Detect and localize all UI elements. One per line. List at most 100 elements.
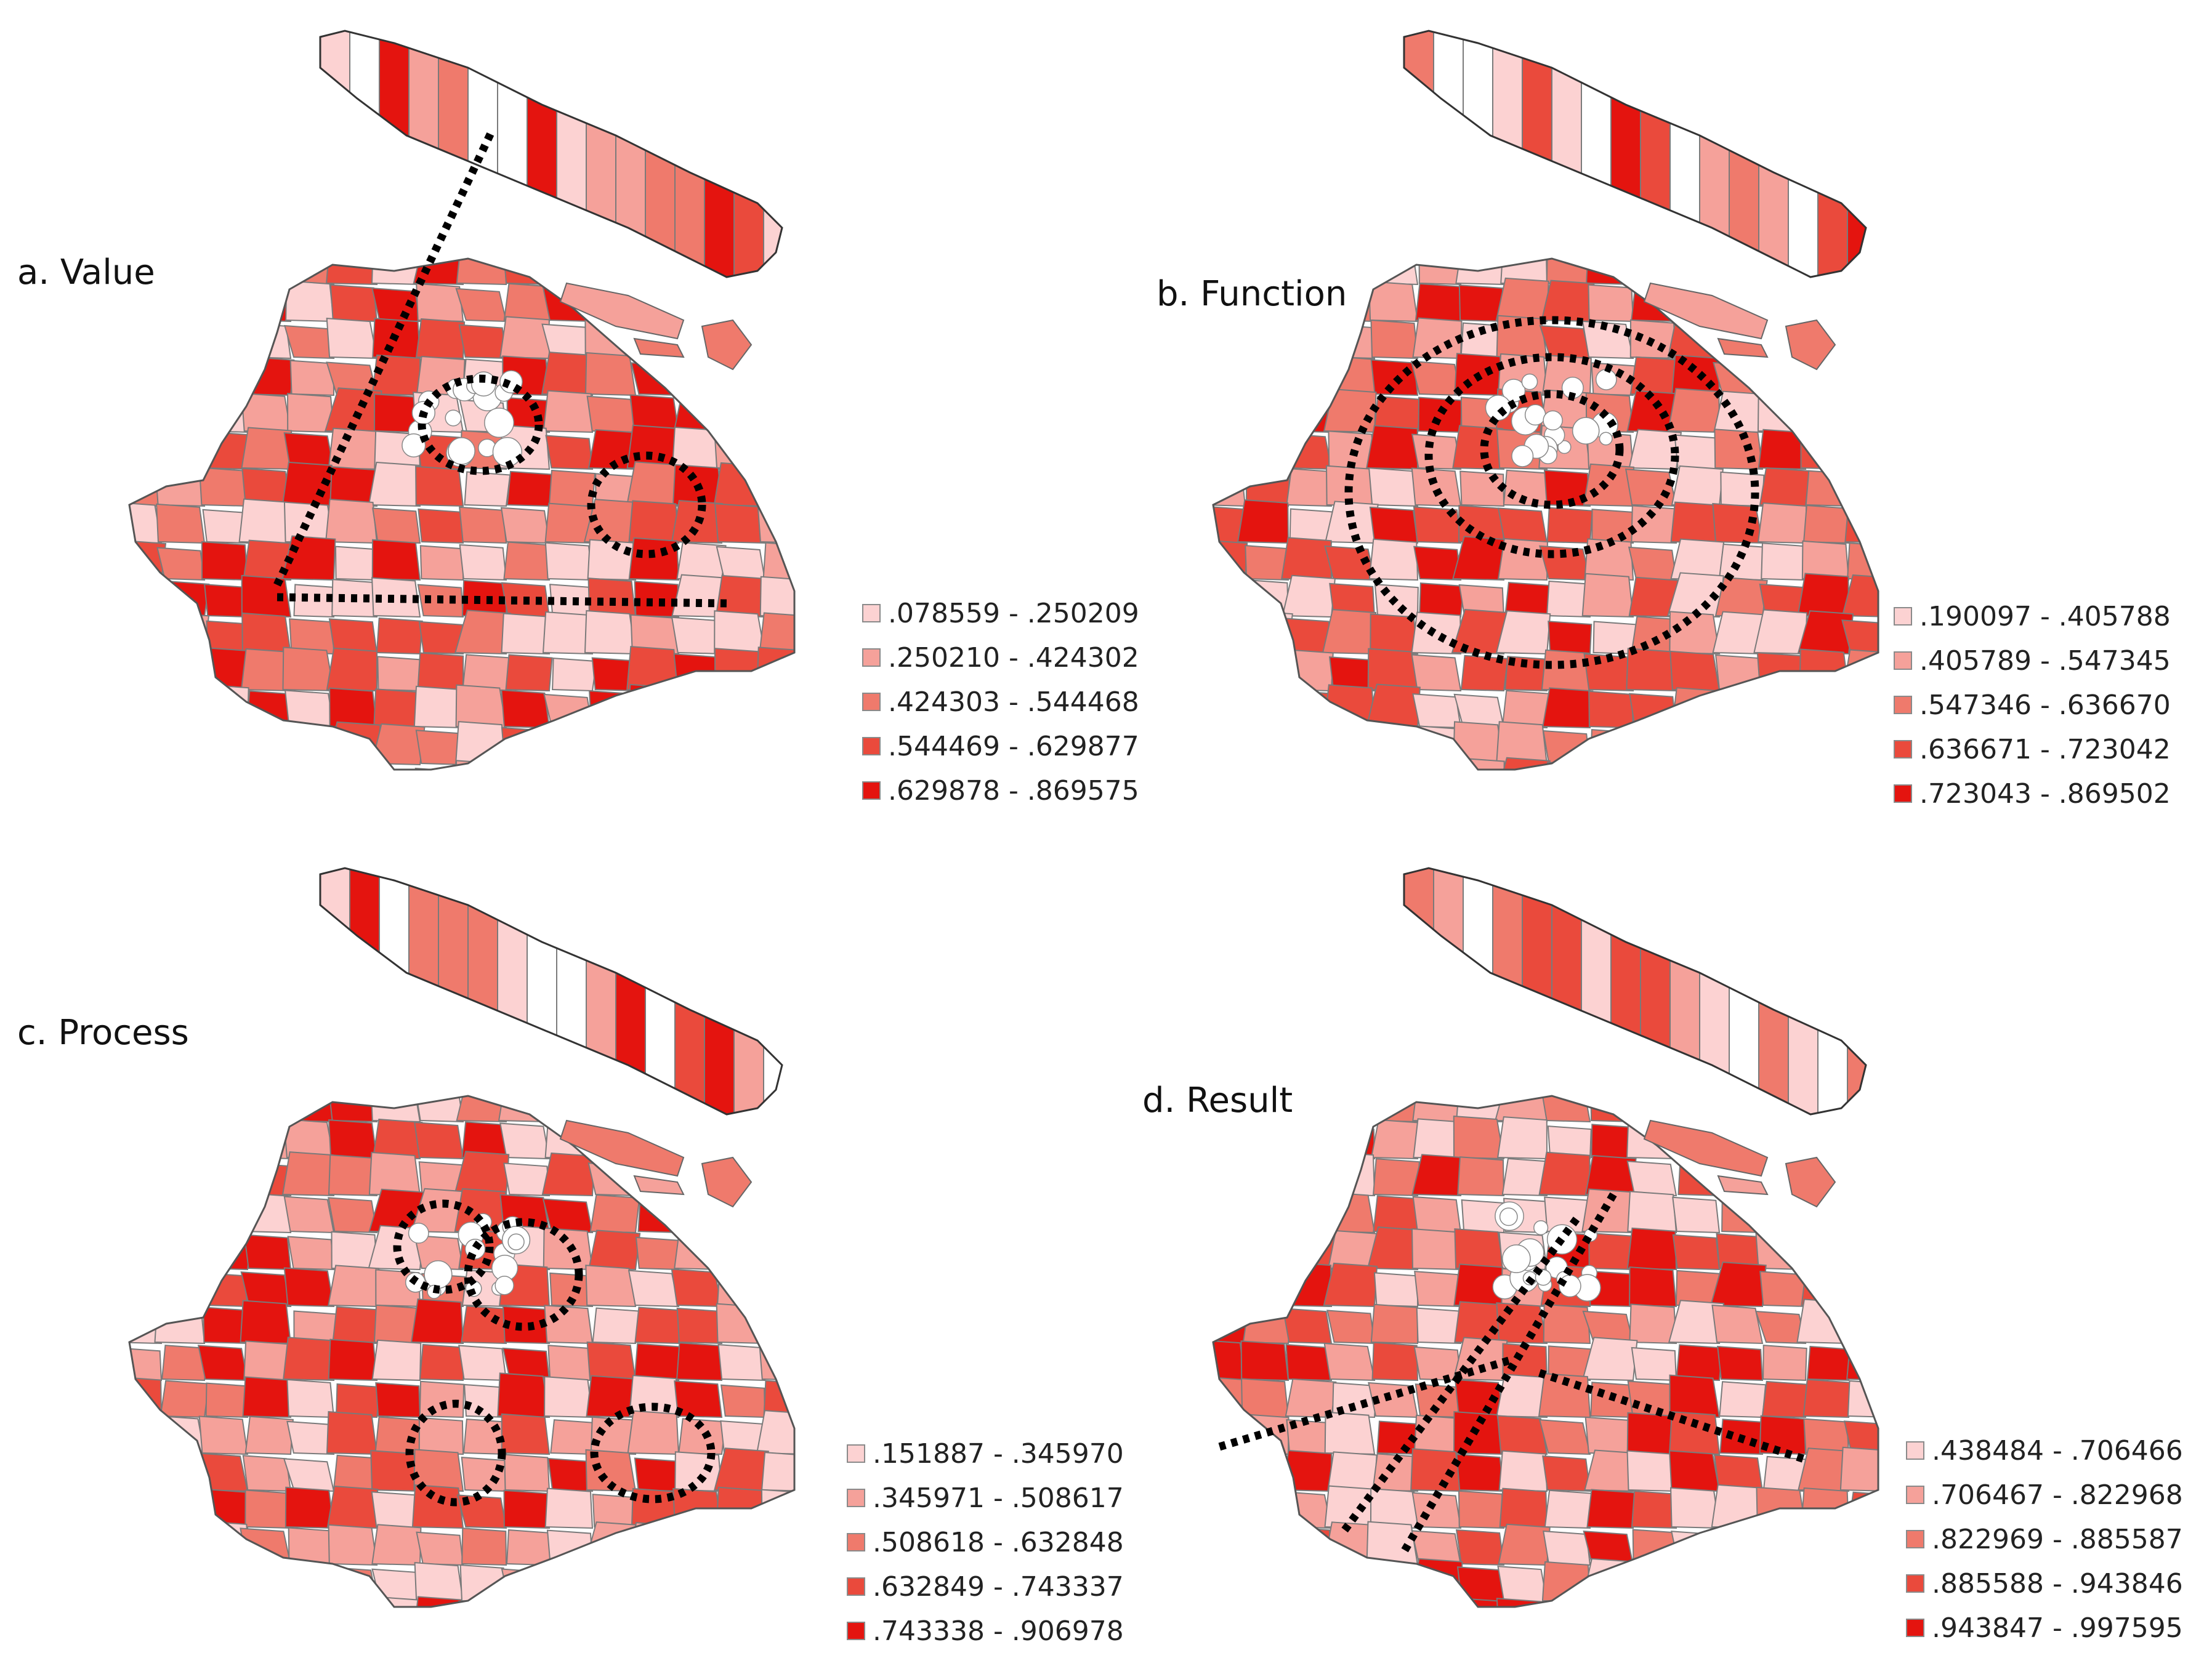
- district-region: [1672, 1196, 1721, 1234]
- district-region: [627, 683, 680, 729]
- small-island: [633, 337, 685, 358]
- district-region: [584, 352, 637, 396]
- district-region: [200, 761, 249, 770]
- island-district: [556, 868, 587, 1114]
- district-region: [718, 725, 767, 766]
- district-region: [201, 1193, 249, 1234]
- district-region: [1496, 1415, 1548, 1455]
- district-region: [1805, 470, 1853, 507]
- district-region: [713, 1521, 766, 1566]
- district-region: [1495, 277, 1549, 323]
- district-region: [545, 435, 594, 470]
- district-region: [1848, 1233, 1878, 1271]
- district-region: [238, 498, 292, 544]
- mainland-outline: [128, 257, 796, 771]
- island-district: [1817, 31, 1848, 277]
- urban-core-cell: [1558, 1274, 1581, 1298]
- district-region: [155, 466, 206, 507]
- district-region: [129, 1236, 163, 1271]
- district-region: [1846, 1342, 1878, 1382]
- district-region: [1548, 621, 1592, 655]
- district-region: [1456, 1454, 1505, 1492]
- dashed-arrow: [276, 593, 727, 608]
- dashed-circle: [464, 1218, 583, 1331]
- district-region: [715, 574, 766, 618]
- legend: .151887 - .345970 .345971 - .508617 .50861…: [847, 1431, 1124, 1653]
- district-region: [672, 729, 723, 766]
- district-region: [129, 691, 164, 729]
- island-district: [1404, 868, 1434, 1114]
- legend-swatch: [862, 781, 881, 800]
- district-region: [628, 1522, 680, 1566]
- district-region: [414, 1234, 464, 1271]
- legend-swatch: [847, 1489, 865, 1507]
- district-region: [1286, 690, 1333, 729]
- district-region: [626, 461, 680, 507]
- district-region: [1213, 1264, 1246, 1308]
- district-region: [759, 612, 794, 655]
- district-region: [129, 277, 163, 323]
- district-region: [1846, 764, 1878, 770]
- district-region: [160, 580, 210, 618]
- district-region: [1804, 765, 1851, 770]
- district-region: [281, 1151, 335, 1197]
- district-region: [1454, 1228, 1505, 1271]
- district-region: [1841, 1559, 1878, 1603]
- urban-core-cell: [1511, 445, 1534, 467]
- district-region: [241, 1096, 292, 1123]
- legend-label: .636671 - .723042: [1919, 733, 2171, 765]
- district-region: [1754, 1310, 1807, 1345]
- district-region: [158, 728, 206, 766]
- district-region: [129, 1154, 166, 1197]
- district-region: [289, 360, 335, 396]
- district-region: [1282, 723, 1333, 766]
- district-region: [1501, 1157, 1552, 1197]
- district-region: [1584, 538, 1634, 581]
- district-region: [1213, 1529, 1246, 1566]
- district-region: [160, 1566, 206, 1603]
- district-region: [369, 1596, 421, 1607]
- district-region: [1373, 728, 1424, 766]
- district-region: [1413, 506, 1462, 544]
- district-region: [1371, 765, 1419, 770]
- district-region: [1761, 1527, 1807, 1566]
- district-region: [328, 427, 378, 470]
- district-region: [455, 684, 507, 729]
- district-region: [503, 1162, 551, 1197]
- legend-item: .508618 - .632848: [847, 1520, 1124, 1564]
- legend-label: .547346 - .636670: [1919, 689, 2171, 721]
- district-region: [1761, 542, 1807, 581]
- district-region: [1541, 1561, 1591, 1603]
- legend-item: .250210 - .424302: [862, 635, 1139, 680]
- district-region: [761, 1266, 794, 1308]
- district-region: [242, 1376, 292, 1418]
- district-region: [1241, 1378, 1290, 1418]
- legend-swatch: [862, 737, 881, 755]
- district-region: [325, 757, 378, 770]
- district-region: [1286, 1564, 1333, 1603]
- district-region: [761, 282, 794, 323]
- island-outline: [1403, 30, 1867, 278]
- district-region: [1416, 1307, 1462, 1345]
- district-region: [129, 259, 166, 286]
- district-region: [1237, 277, 1292, 323]
- district-region: [1282, 574, 1336, 618]
- dashed-arrow: [1400, 1192, 1617, 1554]
- island-district: [408, 868, 439, 1114]
- district-region: [713, 683, 766, 729]
- district-region: [1590, 1096, 1635, 1123]
- district-region: [329, 466, 378, 507]
- district-region: [459, 544, 507, 581]
- district-region: [762, 1529, 794, 1566]
- district-region: [1848, 1196, 1878, 1234]
- legend-swatch: [1894, 607, 1912, 626]
- small-island: [1643, 282, 1769, 340]
- district-region: [1719, 1381, 1767, 1418]
- urban-core-cell: [1485, 395, 1512, 421]
- district-region: [371, 1568, 421, 1603]
- district-region: [1627, 1380, 1677, 1418]
- legend-swatch: [862, 693, 881, 711]
- district-region: [1238, 427, 1290, 470]
- district-region: [1419, 582, 1464, 618]
- district-region: [1843, 316, 1878, 360]
